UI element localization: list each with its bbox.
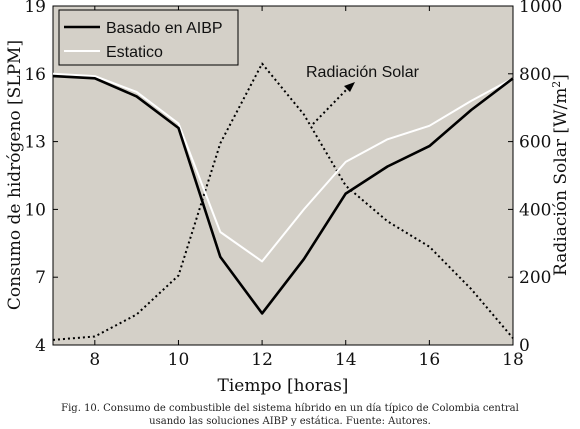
y-tick-label: 16 xyxy=(24,65,46,85)
y2-tick-label: 1000 xyxy=(519,0,562,17)
caption-line-1: Fig. 10. Consumo de combustible del sist… xyxy=(61,403,519,414)
x-tick-label: 8 xyxy=(89,350,100,370)
series-line-basado-en-aibp xyxy=(52,74,514,315)
y2-axis-label-sup: 2 xyxy=(550,81,563,88)
y-tick-label: 13 xyxy=(24,133,46,153)
x-tick-label: 14 xyxy=(335,350,357,370)
x-axis-label: Tiempo [horas] xyxy=(218,376,349,396)
y2-tick-label: 800 xyxy=(519,65,551,85)
y-axis-label: Consumo de hidrógeno [SLPM] xyxy=(5,40,25,310)
y2-axis-label-main: Radiación Solar [W/m xyxy=(551,88,571,276)
y-tick-label: 10 xyxy=(24,200,46,220)
y-tick-label: 7 xyxy=(35,268,46,288)
y2-axis-label-end: ] xyxy=(551,74,571,81)
annotation-radiacion: Radiación Solar xyxy=(306,64,420,81)
legend: Basado en AIBP Estatico xyxy=(58,9,239,66)
series-line-radiaci-n-solar xyxy=(52,62,514,341)
series-layer xyxy=(52,62,514,341)
x-tick-label: 12 xyxy=(251,350,273,370)
annotation-arrowhead xyxy=(344,82,355,92)
x-tick-label: 18 xyxy=(502,350,524,370)
y2-tick-label: 600 xyxy=(519,133,551,153)
series-line-estatico xyxy=(52,72,514,263)
y2-tick-label: 200 xyxy=(519,268,551,288)
y-tick-label: 4 xyxy=(35,336,46,356)
y2-tick-label: 0 xyxy=(519,336,530,356)
y2-tick-label: 400 xyxy=(519,200,551,220)
y-tick-label: 19 xyxy=(24,0,46,17)
x-tick-label: 16 xyxy=(419,350,441,370)
y2-axis-label: Radiación Solar [W/m2] xyxy=(550,74,572,276)
axis-ticks: 8 10 12 14 16 18 4 7 10 13 16 19 0 200 400 600 800 1000 xyxy=(24,0,562,370)
caption-line-2: usando las soluciones AIBP y estática. F… xyxy=(149,416,431,427)
legend-label-aibp: Basado en AIBP xyxy=(106,20,223,37)
x-tick-label: 10 xyxy=(168,350,190,370)
legend-label-estatico: Estatico xyxy=(106,44,163,61)
legend-box xyxy=(58,9,239,66)
annotation-arrow xyxy=(312,85,351,125)
